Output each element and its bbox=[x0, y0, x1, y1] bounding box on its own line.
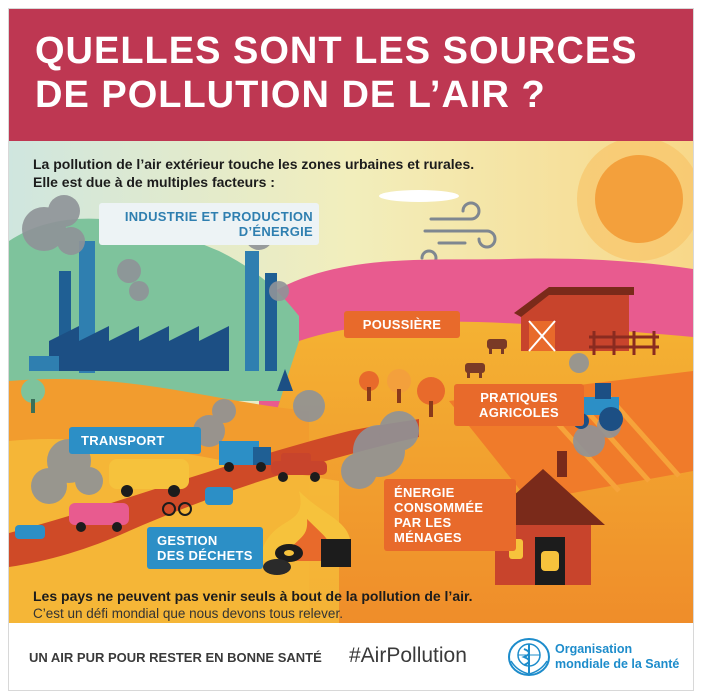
title-line-1: QUELLES SONT LES SOURCES bbox=[35, 30, 638, 72]
label-industry-line-1: INDUSTRIE ET PRODUCTION bbox=[124, 209, 313, 224]
label-household-energy: ÉNERGIE CONSOMMÉE PAR LES MÉNAGES bbox=[384, 479, 516, 551]
car-icon bbox=[15, 453, 327, 539]
org-name-line-2: mondiale de la Santé bbox=[555, 657, 680, 671]
who-logo-icon bbox=[508, 638, 550, 676]
organization-name: Organisation mondiale de la Santé bbox=[555, 642, 679, 672]
hashtag: #AirPollution bbox=[349, 644, 467, 667]
closing-message-normal: C’est un défi mondial que nous devons to… bbox=[33, 606, 343, 621]
label-dust-text: POUSSIÈRE bbox=[362, 317, 442, 332]
label-waste: GESTION DES DÉCHETS bbox=[147, 527, 263, 569]
label-industry: INDUSTRIE ET PRODUCTION D’ÉNERGIE bbox=[99, 203, 319, 245]
page-title: QUELLES SONT LES SOURCES DE POLLUTION DE… bbox=[35, 29, 675, 117]
cow-icon bbox=[465, 339, 507, 378]
intro-text: La pollution de l’air extérieur touche l… bbox=[33, 155, 593, 191]
label-energy-line-3: PAR LES bbox=[394, 515, 452, 530]
label-waste-line-1: GESTION bbox=[157, 533, 218, 548]
label-transport-text: TRANSPORT bbox=[81, 433, 165, 448]
infographic: QUELLES SONT LES SOURCES DE POLLUTION DE… bbox=[8, 8, 694, 691]
closing-message-bold: Les pays ne peuvent pas venir seuls à bo… bbox=[33, 588, 473, 604]
illustration-scene: La pollution de l’air extérieur touche l… bbox=[9, 137, 693, 623]
tree-icon bbox=[21, 369, 445, 417]
smoke-icon bbox=[22, 195, 621, 504]
title-line-2: DE POLLUTION DE L’AIR ? bbox=[35, 74, 546, 116]
bottom-bar: UN AIR PUR POUR RESTER EN BONNE SANTÉ #A… bbox=[9, 623, 693, 690]
label-waste-line-2: DES DÉCHETS bbox=[157, 548, 253, 563]
label-energy-line-4: MÉNAGES bbox=[394, 530, 462, 545]
slogan: UN AIR PUR POUR RESTER EN BONNE SANTÉ bbox=[29, 650, 322, 665]
label-energy-line-1: ÉNERGIE bbox=[394, 485, 455, 500]
label-agri-line-2: AGRICOLES bbox=[479, 405, 559, 420]
label-energy-line-2: CONSOMMÉE bbox=[394, 500, 484, 515]
org-name-line-1: Organisation bbox=[555, 642, 633, 656]
factory-icon bbox=[29, 241, 277, 373]
label-dust: POUSSIÈRE bbox=[344, 311, 460, 338]
header-banner: QUELLES SONT LES SOURCES DE POLLUTION DE… bbox=[9, 9, 693, 141]
sun-icon bbox=[577, 137, 693, 261]
truck-icon bbox=[109, 441, 271, 497]
label-agriculture: PRATIQUES AGRICOLES bbox=[454, 384, 584, 426]
barn-icon bbox=[514, 287, 659, 355]
label-agri-line-1: PRATIQUES bbox=[480, 390, 558, 405]
intro-line-2: Elle est due à de multiples facteurs : bbox=[33, 174, 275, 190]
label-transport: TRANSPORT bbox=[69, 427, 201, 454]
fire-icon bbox=[259, 491, 351, 575]
intro-line-1: La pollution de l’air extérieur touche l… bbox=[33, 156, 475, 172]
closing-message: Les pays ne peuvent pas venir seuls à bo… bbox=[33, 587, 673, 623]
label-industry-line-2: D’ÉNERGIE bbox=[238, 224, 313, 239]
